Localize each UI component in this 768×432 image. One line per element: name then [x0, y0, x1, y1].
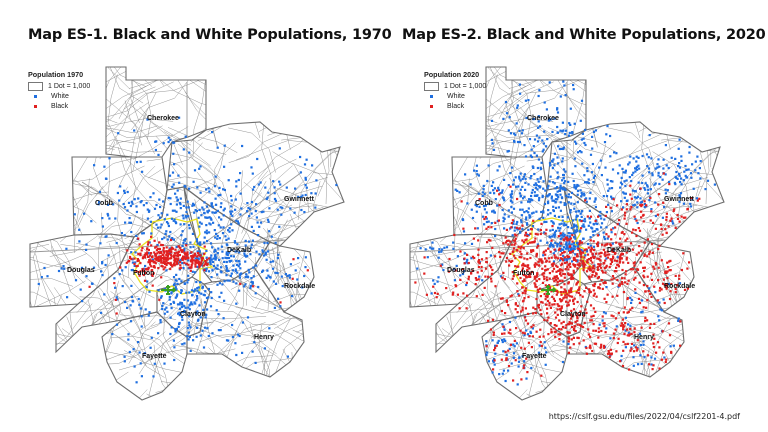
- county-label-cobb: Cobb: [95, 200, 113, 207]
- county-label-fayette: Fayette: [142, 353, 167, 360]
- county-label-dekalb: DeKalb: [607, 247, 631, 254]
- population-dots: [414, 80, 716, 386]
- county-label-henry: Henry: [254, 334, 274, 341]
- black-dot-icon: [34, 104, 37, 108]
- county-label-gwinnett: Gwinnett: [664, 196, 695, 203]
- county-label-henry: Henry: [634, 334, 654, 341]
- county-henry: [186, 266, 305, 378]
- county-cherokee: [105, 66, 207, 158]
- legend-scale-label: 1 Dot = 1,000: [48, 82, 91, 90]
- map-title-2020: Map ES-2. Black and White Populations, 2…: [402, 27, 766, 43]
- county-label-douglas: Douglas: [447, 267, 475, 274]
- map-1970: Cherokee Cobb Gwinnett Douglas Fulton DeKalb R…: [22, 62, 362, 402]
- county-label-cherokee: Cherokee: [527, 115, 559, 122]
- map-2020: Cherokee Cobb Gwinnett Douglas Fulton DeKalb R…: [402, 62, 742, 402]
- legend-title: Population 1970: [28, 70, 84, 79]
- legend-scale-swatch: [28, 81, 43, 91]
- legend-black-label: Black: [447, 102, 465, 110]
- legend-1970: Population 1970 1 Dot = 1,000 White Blac…: [28, 70, 90, 111]
- source-link[interactable]: https://cslf.gsu.edu/files/2022/04/cslf2…: [548, 412, 740, 421]
- population-dots: [37, 116, 338, 384]
- tract-boundaries: [410, 67, 724, 400]
- county-label-fulton: Fulton: [513, 270, 534, 277]
- county-label-douglas: Douglas: [67, 267, 95, 274]
- county-label-rockdale: Rockdale: [664, 283, 695, 290]
- legend-black-label: Black: [51, 102, 69, 110]
- white-dot-icon: [430, 94, 433, 98]
- airport-icon: [161, 285, 177, 295]
- county-fayette: [101, 311, 188, 401]
- county-label-cobb: Cobb: [475, 200, 493, 207]
- county-label-clayton: Clayton: [180, 311, 206, 318]
- map-title-1970: Map ES-1. Black and White Populations, 1…: [28, 27, 392, 43]
- county-label-dekalb: DeKalb: [227, 247, 251, 254]
- county-label-gwinnett: Gwinnett: [284, 196, 315, 203]
- county-label-fulton: Fulton: [133, 270, 154, 277]
- legend-scale-swatch: [424, 81, 439, 91]
- county-label-rockdale: Rockdale: [284, 283, 315, 290]
- county-cherokee: [485, 66, 587, 158]
- legend-2020: Population 2020 1 Dot = 1,000 White Blac…: [424, 70, 486, 111]
- county-label-clayton: Clayton: [560, 311, 586, 318]
- legend-white-label: White: [447, 92, 465, 100]
- dot-density-map-1970: Cherokee Cobb Gwinnett Douglas Fulton DeKalb R…: [29, 66, 345, 401]
- dot-density-map-2020: Cherokee Cobb Gwinnett Douglas Fulton DeKalb R…: [409, 66, 725, 401]
- legend-white-label: White: [51, 92, 69, 100]
- white-dot-icon: [34, 94, 37, 98]
- airport-icon: [541, 285, 557, 295]
- legend-title: Population 2020: [424, 70, 480, 79]
- black-dot-icon: [430, 104, 433, 108]
- tract-boundaries: [30, 67, 344, 400]
- legend-scale-label: 1 Dot = 1,000: [444, 82, 487, 90]
- county-label-cherokee: Cherokee: [147, 115, 179, 122]
- county-label-fayette: Fayette: [522, 353, 547, 360]
